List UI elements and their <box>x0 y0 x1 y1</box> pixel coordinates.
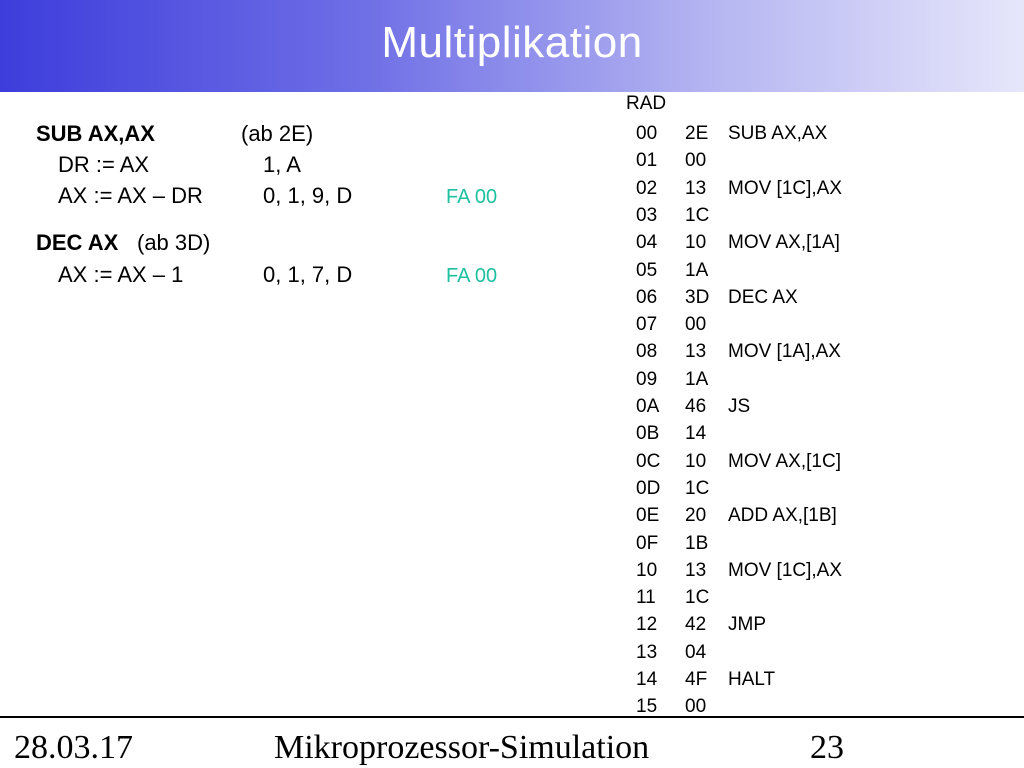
ram-address: 13 <box>636 641 658 663</box>
ram-value: 1A <box>685 259 709 281</box>
ram-address: 00 <box>636 123 658 144</box>
ram-address: 0A <box>636 396 660 417</box>
row2-sequence: 0, 1, 9, D <box>263 183 353 208</box>
row2-flag: FA 00 <box>446 186 498 208</box>
ram-value: 14 <box>685 423 707 445</box>
row2-operation: AX := AX – DR <box>58 183 203 208</box>
ram-value: 13 <box>685 559 707 581</box>
footer-date: 28.03.17 <box>14 729 133 766</box>
row3-flag: FA 00 <box>446 265 498 287</box>
row1-sequence: 1, A <box>263 152 301 177</box>
ram-value: 2E <box>685 123 709 144</box>
ram-address: 06 <box>636 286 658 308</box>
ram-value: 46 <box>685 396 707 417</box>
ram-address: 0B <box>636 423 660 445</box>
dec-header-note: (ab 3D) <box>137 230 211 255</box>
ram-instruction: HALT <box>728 669 776 690</box>
ram-instruction: JMP <box>728 614 766 636</box>
ram-instruction: MOV [1A],AX <box>728 341 841 363</box>
ram-value: 1C <box>685 477 710 499</box>
footer-divider <box>0 716 1024 718</box>
dec-header: DEC AX <box>36 230 119 255</box>
ram-instruction: MOV [1C],AX <box>728 177 843 199</box>
ram-address: 10 <box>636 559 658 581</box>
row1-operation: DR := AX <box>58 152 150 177</box>
sub-header-note: (ab 2E) <box>241 121 314 146</box>
ram-value: 00 <box>685 696 707 718</box>
ram-value: 4F <box>685 669 708 690</box>
ram-value: 3D <box>685 286 710 308</box>
footer-title: Mikroprozessor-Simulation <box>274 729 650 766</box>
ram-value: 1B <box>685 532 709 554</box>
row3-operation: AX := AX – 1 <box>58 262 184 287</box>
ram-value: 00 <box>685 314 707 336</box>
ram-instruction: ADD AX,[1B] <box>728 505 837 527</box>
ram-value: 1A <box>685 368 709 390</box>
ram-instruction: MOV [1C],AX <box>728 559 843 581</box>
ram-address: 0D <box>636 477 661 499</box>
ram-instruction: DEC AX <box>728 286 798 308</box>
ram-value: 13 <box>685 341 707 363</box>
ram-address: 0E <box>636 505 660 527</box>
ram-address: 12 <box>636 614 658 636</box>
ram-address: 0F <box>636 532 659 554</box>
ram-value: 1C <box>685 587 710 609</box>
ram-value: 00 <box>685 150 707 172</box>
ram-address: 14 <box>636 669 658 690</box>
slide-title: Multiplikation <box>381 18 643 67</box>
row3-sequence: 0, 1, 7, D <box>263 262 353 287</box>
ram-address: 15 <box>636 696 658 718</box>
ram-instruction: MOV AX,[1A] <box>728 232 840 254</box>
ram-instruction: SUB AX,AX <box>728 123 828 144</box>
footer-page-number: 23 <box>810 729 844 766</box>
ram-header: RAD <box>626 93 667 114</box>
ram-address: 09 <box>636 368 658 390</box>
ram-value: 20 <box>685 505 707 527</box>
title-bar <box>0 0 1024 92</box>
ram-value: 42 <box>685 614 707 636</box>
ram-address: 07 <box>636 314 658 336</box>
ram-value: 10 <box>685 232 707 254</box>
ram-instruction: MOV AX,[1C] <box>728 450 841 472</box>
ram-instruction: JS <box>728 396 751 417</box>
ram-value: 10 <box>685 450 707 472</box>
sub-header: SUB AX,AX <box>36 121 155 146</box>
ram-value: 04 <box>685 641 707 663</box>
ram-value: 1C <box>685 204 710 226</box>
ram-value: 13 <box>685 177 707 199</box>
ram-address: 11 <box>636 587 656 609</box>
ram-address: 02 <box>636 177 658 199</box>
ram-address: 0C <box>636 450 661 472</box>
ram-address: 03 <box>636 204 658 226</box>
ram-address: 01 <box>636 150 658 172</box>
ram-address: 04 <box>636 232 658 254</box>
ram-address: 05 <box>636 259 658 281</box>
ram-address: 08 <box>636 341 658 363</box>
